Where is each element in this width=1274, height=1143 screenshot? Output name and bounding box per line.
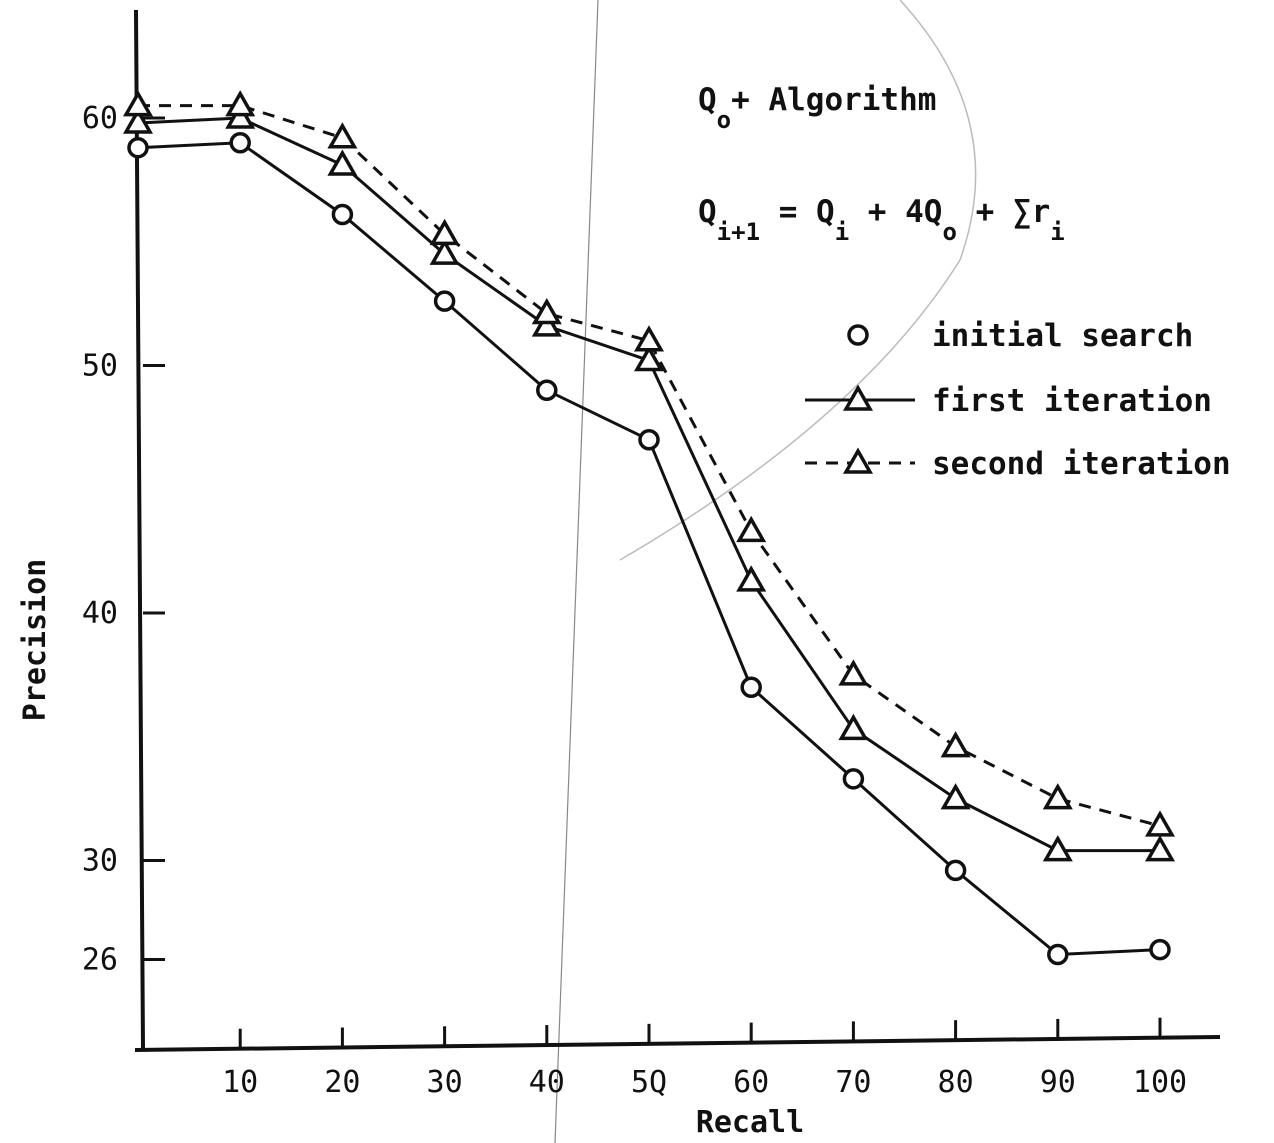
data-point-triangle: [940, 783, 971, 810]
y-tick-label: 50: [82, 349, 118, 384]
y-tick-label: 60: [82, 101, 118, 136]
y-axis: [134, 9, 145, 1051]
data-point-triangle: [1144, 810, 1176, 837]
legend-label: second iteration: [932, 446, 1231, 482]
data-point-triangle: [842, 384, 874, 411]
data-point-circle: [740, 676, 762, 698]
data-point-triangle: [122, 107, 154, 134]
formula-subscript: o: [942, 218, 956, 246]
data-point-circle: [127, 136, 149, 159]
x-tick-label: 10: [222, 1065, 258, 1100]
x-ticks: 10 20 30 40 5Q 60 70 80 90 100: [222, 1017, 1187, 1100]
x-tick-label: 60: [733, 1065, 769, 1100]
y-tick-label: 40: [82, 596, 118, 631]
formula-subscript: i+1: [717, 218, 760, 246]
y-tick-label: 30: [82, 844, 118, 879]
x-tick-label: 5Q: [631, 1065, 667, 1100]
formula-term: + ∑r: [957, 194, 1050, 230]
legend-label: initial search: [932, 318, 1193, 354]
x-tick-label: 20: [324, 1065, 360, 1100]
formula-term: + 4Q: [849, 194, 942, 230]
series-line: [137, 141, 1161, 957]
series-layer: [122, 90, 1176, 966]
data-point-triangle: [429, 218, 460, 246]
update-formula: Qi+1 = Qi + 4Qo + ∑ri: [698, 194, 1065, 246]
legend: initial search first iteration second iter…: [805, 318, 1231, 482]
x-tick-label: 100: [1133, 1065, 1187, 1100]
data-point-triangle: [225, 102, 256, 129]
x-tick-label: 30: [427, 1065, 463, 1100]
data-point-circle: [944, 859, 967, 882]
formula-term: Q: [698, 194, 717, 230]
data-point-triangle: [225, 90, 256, 117]
data-point-circle: [536, 379, 558, 401]
series-line: [138, 104, 1161, 828]
algorithm-title-rest: + Algorithm: [731, 82, 936, 118]
data-point-triangle: [1144, 835, 1176, 862]
y-tick-label: 26: [82, 943, 118, 978]
legend-label: first iteration: [932, 383, 1212, 419]
algorithm-title: Qo+ Algorithm: [698, 82, 936, 134]
x-tick-label: 70: [835, 1065, 871, 1100]
data-point-triangle: [531, 310, 562, 337]
algorithm-title-sub: o: [717, 106, 731, 134]
y-ticks: 26 30 40 50 60: [82, 101, 165, 978]
x-axis: [134, 1035, 1221, 1052]
data-point-triangle: [736, 565, 767, 592]
formula-subscript: i: [835, 218, 849, 246]
series-2: [122, 102, 1176, 862]
data-point-circle: [847, 324, 869, 346]
x-tick-label: 90: [1040, 1065, 1076, 1100]
data-point-triangle: [633, 345, 665, 372]
scan-artifact-curve: [619, 0, 977, 561]
x-axis-title: Recall: [696, 1105, 804, 1140]
data-point-circle: [638, 429, 660, 451]
data-point-triangle: [122, 90, 154, 117]
data-point-triangle: [327, 149, 358, 176]
data-point-circle: [229, 132, 251, 154]
data-point-triangle: [429, 238, 460, 265]
x-tick-label: 40: [529, 1065, 565, 1100]
scan-artifact-line: [554, 0, 599, 1143]
data-point-triangle: [736, 515, 767, 543]
data-point-triangle: [842, 447, 874, 474]
data-point-triangle: [838, 713, 869, 741]
data-point-circle: [331, 203, 354, 226]
data-point-triangle: [327, 122, 358, 149]
formula-subscript: i: [1050, 218, 1064, 246]
data-point-circle: [433, 290, 456, 312]
y-axis-title: Precision: [18, 559, 53, 722]
data-point-triangle: [940, 731, 971, 758]
data-point-triangle: [531, 297, 562, 325]
data-point-triangle: [838, 659, 869, 686]
series-1: [127, 132, 1171, 966]
algorithm-title-q: Q: [698, 82, 717, 118]
formula-term: = Q: [760, 194, 835, 230]
series-3: [122, 90, 1176, 837]
data-point-circle: [1047, 943, 1069, 966]
data-point-triangle: [1042, 835, 1073, 862]
data-point-triangle: [633, 325, 665, 352]
data-point-circle: [842, 768, 865, 790]
data-point-circle: [1149, 938, 1171, 961]
x-tick-label: 80: [938, 1065, 974, 1100]
data-point-triangle: [1042, 783, 1073, 810]
